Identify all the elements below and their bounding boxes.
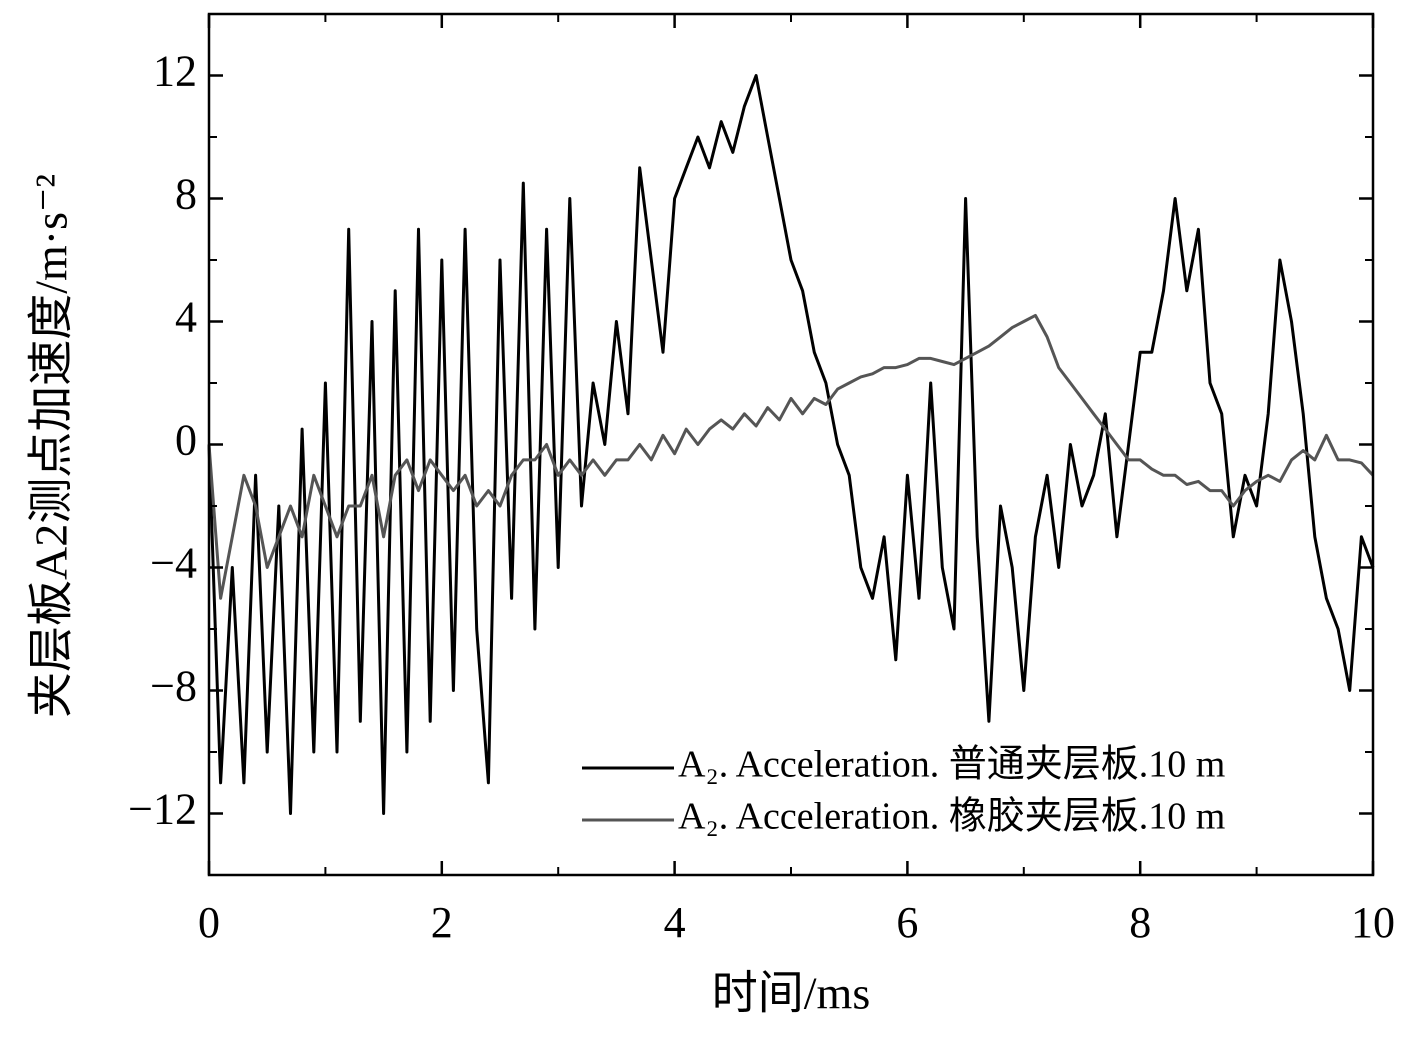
y-axis-title: 夹层板A2测点加速度/m·s⁻² [26,174,77,718]
y-tick-label: 4 [175,293,197,342]
legend-label: A₂. Acceleration. 普通夹层板.10 m [678,744,1225,786]
data-line [207,74,1375,815]
legend-label: A₂. Acceleration. 橡胶夹层板.10 m [678,796,1225,838]
y-tick-label: 8 [175,170,197,219]
y-tick-label: 0 [175,416,197,465]
y-tick-label: 12 [153,47,197,96]
x-tick-label: 2 [431,898,453,947]
x-tick-label: 6 [896,898,918,947]
x-tick-label: 0 [198,898,220,947]
y-tick-label: −4 [150,539,197,588]
x-tick-label: 4 [664,898,686,947]
x-axis-title: 时间/ms [712,968,870,1019]
x-tick-label: 8 [1129,898,1151,947]
x-tick-label: 10 [1351,898,1395,947]
data-line [207,313,1375,600]
y-tick-label: −12 [128,785,197,834]
y-tick-label: −8 [150,662,197,711]
